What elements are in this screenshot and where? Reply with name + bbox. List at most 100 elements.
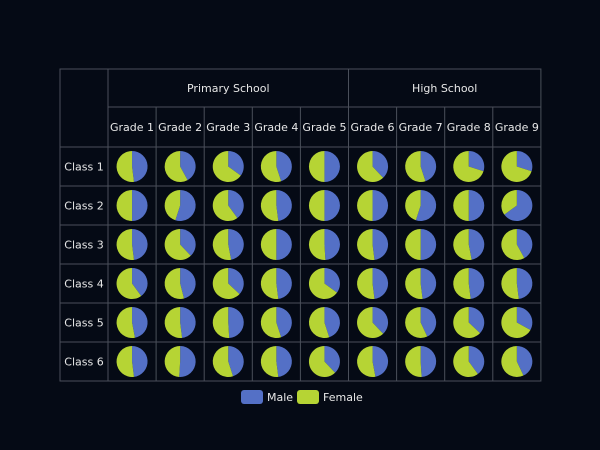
pie-slice-male[interactable] <box>468 151 485 172</box>
legend-label[interactable]: Female <box>323 391 363 404</box>
pie-slice-male[interactable] <box>372 345 389 377</box>
pie-slice-male[interactable] <box>324 346 340 373</box>
pie-cell[interactable] <box>308 307 340 338</box>
pie-cell[interactable] <box>453 151 485 183</box>
pie-slice-female[interactable] <box>164 346 181 377</box>
pie-slice-female[interactable] <box>260 307 282 338</box>
pie-cell[interactable] <box>116 190 148 221</box>
pie-cell[interactable] <box>308 151 340 182</box>
pie-cell[interactable] <box>357 151 389 182</box>
pie-slice-male[interactable] <box>132 345 148 377</box>
pie-slice-male[interactable] <box>372 268 389 299</box>
pie-cell[interactable] <box>453 307 485 338</box>
pie-slice-female[interactable] <box>405 268 423 299</box>
pie-slice-female[interactable] <box>212 190 238 222</box>
pie-slice-male[interactable] <box>132 307 148 338</box>
pie-slice-male[interactable] <box>276 307 292 338</box>
pie-cell[interactable] <box>260 189 292 221</box>
pie-cell[interactable] <box>453 228 485 260</box>
pie-slice-male[interactable] <box>228 268 244 295</box>
pie-cell[interactable] <box>116 150 148 182</box>
legend-swatch[interactable] <box>241 390 263 404</box>
pie-cell[interactable] <box>357 190 389 221</box>
pie-slice-male[interactable] <box>420 268 437 299</box>
pie-cell[interactable] <box>357 345 389 378</box>
pie-slice-male[interactable] <box>276 151 292 182</box>
pie-slice-female[interactable] <box>308 190 325 221</box>
pie-slice-male[interactable] <box>415 190 437 221</box>
pie-slice-female[interactable] <box>116 346 134 377</box>
pie-cell[interactable] <box>212 190 244 222</box>
pie-slice-female[interactable] <box>212 229 232 260</box>
pie-cell[interactable] <box>116 345 148 377</box>
pie-cell[interactable] <box>116 307 148 338</box>
pie-slice-female[interactable] <box>116 307 135 338</box>
pie-slice-male[interactable] <box>132 150 148 182</box>
pie-slice-male[interactable] <box>276 189 292 221</box>
pie-slice-female[interactable] <box>164 190 181 221</box>
pie-cell[interactable] <box>501 346 533 377</box>
pie-slice-female[interactable] <box>212 307 230 338</box>
pie-slice-female[interactable] <box>116 151 134 182</box>
pie-slice-female[interactable] <box>453 229 472 260</box>
pie-slice-male[interactable] <box>516 346 533 376</box>
pie-slice-female[interactable] <box>308 151 325 182</box>
pie-slice-male[interactable] <box>516 151 533 172</box>
pie-slice-male[interactable] <box>372 151 389 178</box>
pie-cell[interactable] <box>212 228 244 260</box>
pie-slice-female[interactable] <box>453 307 481 338</box>
pie-slice-male[interactable] <box>132 268 148 297</box>
pie-cell[interactable] <box>260 268 292 299</box>
pie-slice-female[interactable] <box>453 346 478 377</box>
pie-slice-male[interactable] <box>372 229 389 260</box>
pie-slice-male[interactable] <box>228 190 244 219</box>
pie-slice-female[interactable] <box>164 307 183 338</box>
pie-cell[interactable] <box>405 151 437 182</box>
pie-slice-female[interactable] <box>501 190 517 215</box>
pie-slice-male[interactable] <box>324 307 340 338</box>
pie-slice-female[interactable] <box>260 151 282 182</box>
pie-slice-male[interactable] <box>276 229 292 260</box>
pie-cell[interactable] <box>164 229 196 260</box>
pie-cell[interactable] <box>453 190 485 221</box>
pie-cell[interactable] <box>308 268 340 299</box>
pie-slice-female[interactable] <box>357 307 384 338</box>
pie-slice-female[interactable] <box>164 151 188 182</box>
pie-slice-male[interactable] <box>420 229 437 260</box>
pie-slice-male[interactable] <box>324 151 340 182</box>
pie-slice-male[interactable] <box>180 268 196 299</box>
pie-cell[interactable] <box>501 151 533 182</box>
pie-slice-male[interactable] <box>228 307 244 338</box>
pie-cell[interactable] <box>453 268 485 299</box>
legend-item-male[interactable]: Male <box>241 390 293 404</box>
pie-cell[interactable] <box>212 346 244 377</box>
pie-slice-female[interactable] <box>453 151 484 183</box>
pie-cell[interactable] <box>260 307 292 338</box>
pie-slice-male[interactable] <box>468 307 485 334</box>
pie-slice-female[interactable] <box>260 268 279 299</box>
pie-cell[interactable] <box>357 306 389 338</box>
pie-slice-female[interactable] <box>308 346 336 378</box>
pie-slice-female[interactable] <box>308 229 326 260</box>
pie-cell[interactable] <box>405 190 437 221</box>
pie-cell[interactable] <box>501 190 533 222</box>
pie-slice-female[interactable] <box>116 190 133 221</box>
pie-slice-female[interactable] <box>501 229 525 260</box>
pie-slice-male[interactable] <box>180 229 196 256</box>
pie-slice-female[interactable] <box>453 268 471 299</box>
pie-slice-male[interactable] <box>228 151 244 176</box>
pie-slice-male[interactable] <box>372 306 389 334</box>
pie-cell[interactable] <box>405 307 437 338</box>
pie-slice-male[interactable] <box>179 346 196 377</box>
pie-slice-male[interactable] <box>504 190 533 222</box>
pie-slice-male[interactable] <box>276 345 292 377</box>
pie-slice-female[interactable] <box>260 190 279 221</box>
pie-cell[interactable] <box>308 346 340 378</box>
pie-cell[interactable] <box>453 346 485 377</box>
pie-cell[interactable] <box>212 150 244 182</box>
pie-slice-female[interactable] <box>405 346 422 377</box>
pie-cell[interactable] <box>357 268 389 299</box>
legend-label[interactable]: Male <box>267 391 293 404</box>
pie-slice-female[interactable] <box>116 229 134 260</box>
pie-slice-female[interactable] <box>116 268 142 300</box>
